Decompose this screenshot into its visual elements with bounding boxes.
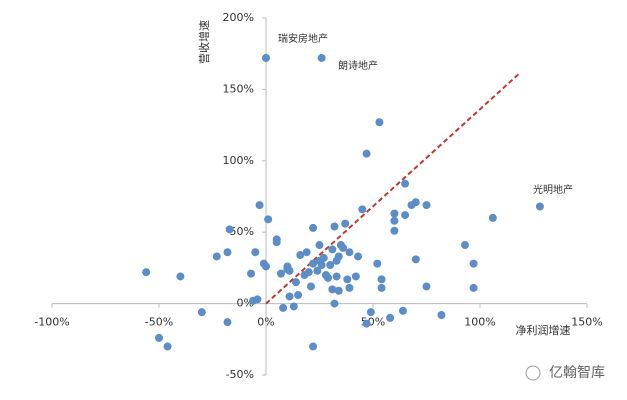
point [309, 259, 318, 268]
y-tick-label: 200% [223, 11, 254, 24]
point [469, 259, 478, 268]
point [279, 303, 288, 312]
point [276, 269, 285, 278]
y-tick-label: 150% [223, 82, 254, 95]
point [422, 282, 431, 291]
point [386, 313, 395, 322]
y-axis-label: 营收增速 [197, 20, 211, 64]
y-tick-label: -50% [226, 368, 254, 381]
point [377, 283, 386, 292]
x-axis-label: 净利润增速 [516, 323, 571, 337]
point [309, 342, 318, 351]
point [345, 283, 354, 292]
point [411, 255, 420, 264]
annotation: 光明地产 [533, 183, 573, 196]
point [437, 311, 446, 320]
point [315, 241, 324, 250]
point [334, 286, 343, 295]
point [294, 291, 303, 300]
point [262, 53, 270, 62]
point [398, 306, 407, 315]
trendline [265, 71, 522, 305]
point [339, 243, 348, 252]
point [332, 256, 341, 265]
point [285, 266, 294, 275]
point [142, 268, 151, 277]
point [225, 225, 234, 234]
point [401, 179, 410, 188]
point [330, 299, 339, 308]
x-tick-label: 150% [571, 316, 602, 329]
point [343, 275, 352, 284]
point [317, 261, 326, 270]
point [255, 201, 264, 210]
point [223, 318, 232, 327]
annotation: 朗诗地产 [338, 59, 378, 72]
point [306, 282, 315, 291]
point [366, 308, 375, 317]
point [411, 198, 420, 207]
point [262, 262, 270, 271]
watermark-icon [525, 365, 541, 381]
point [223, 248, 232, 257]
point [197, 308, 206, 317]
x-tick-label: -50% [145, 316, 173, 329]
point [212, 252, 221, 261]
x-tick-label: 100% [464, 316, 495, 329]
point [332, 272, 341, 281]
point [390, 226, 399, 235]
point [319, 253, 328, 262]
point [375, 118, 384, 127]
point [373, 259, 382, 268]
point [354, 252, 363, 261]
watermark: 亿翰智库 [549, 365, 605, 381]
point [291, 278, 300, 287]
point [535, 202, 544, 211]
x-tick-label: 0% [257, 316, 274, 329]
point [362, 319, 371, 328]
point [302, 248, 311, 257]
point [304, 268, 313, 277]
y-tick-label: 50% [230, 225, 254, 238]
y-tick-label: 100% [223, 154, 254, 167]
point [351, 272, 360, 281]
point [324, 273, 333, 282]
annotation: 瑞安房地产 [278, 32, 328, 45]
point [163, 342, 172, 351]
point [176, 272, 185, 281]
point [330, 222, 339, 231]
point [345, 248, 354, 257]
point [401, 211, 410, 220]
point [488, 213, 497, 222]
point [289, 302, 298, 311]
point [272, 238, 281, 247]
point [296, 251, 305, 260]
point [341, 219, 350, 228]
point [253, 295, 262, 304]
point [309, 223, 318, 232]
point [377, 275, 386, 284]
point [390, 209, 399, 218]
point [317, 53, 326, 62]
point [390, 216, 399, 225]
point [264, 215, 273, 224]
point [313, 266, 322, 275]
point [155, 333, 163, 342]
point [326, 261, 335, 270]
point [461, 241, 470, 250]
point [362, 149, 371, 158]
point [328, 245, 337, 254]
x-tick-label: -100% [34, 316, 69, 329]
point [247, 269, 256, 278]
point [285, 292, 294, 301]
point [251, 248, 260, 257]
point [328, 285, 337, 294]
point [422, 201, 431, 210]
point [469, 283, 478, 292]
point [358, 205, 367, 214]
